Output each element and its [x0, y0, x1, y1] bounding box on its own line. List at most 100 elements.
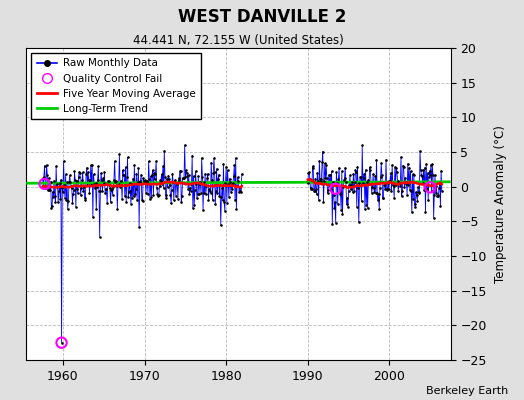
Point	[396, 182, 405, 189]
Point	[169, 179, 177, 185]
Point	[308, 186, 316, 192]
Point	[89, 214, 97, 220]
Point	[400, 184, 409, 190]
Point	[384, 180, 392, 186]
Point	[357, 174, 365, 180]
Point	[335, 165, 343, 171]
Point	[52, 163, 60, 170]
Point	[217, 194, 226, 200]
Point	[199, 207, 207, 213]
Point	[112, 178, 120, 184]
Point	[206, 190, 215, 196]
Point	[310, 188, 318, 194]
Point	[159, 185, 168, 191]
Point	[375, 206, 384, 212]
Point	[59, 158, 68, 165]
Point	[385, 178, 394, 184]
Point	[366, 167, 375, 174]
Point	[236, 188, 245, 194]
Point	[419, 166, 428, 173]
Point	[51, 199, 60, 206]
Point	[113, 205, 122, 212]
Point	[172, 192, 180, 199]
Point	[161, 192, 170, 198]
Point	[414, 190, 423, 196]
Point	[158, 181, 167, 188]
Point	[129, 176, 137, 182]
Point	[219, 161, 227, 168]
Point	[339, 184, 347, 190]
Point	[73, 186, 81, 192]
Point	[313, 170, 322, 176]
Point	[98, 188, 106, 194]
Point	[85, 190, 94, 196]
Point	[333, 180, 341, 186]
Point	[178, 193, 186, 200]
Point	[392, 165, 400, 171]
Point	[94, 163, 103, 169]
Point	[187, 180, 195, 187]
Point	[201, 171, 209, 177]
Point	[121, 193, 129, 199]
Point	[40, 173, 48, 180]
Point	[334, 201, 342, 207]
Point	[214, 172, 223, 178]
Point	[364, 205, 372, 211]
Point	[134, 178, 142, 185]
Point	[332, 220, 340, 226]
Point	[232, 206, 241, 212]
Point	[311, 176, 320, 182]
Point	[417, 167, 425, 173]
Point	[72, 203, 80, 210]
Point	[195, 179, 204, 185]
Point	[156, 177, 165, 184]
Point	[97, 170, 105, 176]
Point	[102, 186, 110, 192]
Point	[360, 171, 368, 177]
Point	[322, 162, 330, 168]
Point	[141, 190, 150, 196]
Point	[316, 176, 324, 182]
Point	[145, 158, 153, 164]
Y-axis label: Temperature Anomaly (°C): Temperature Anomaly (°C)	[494, 125, 507, 283]
Point	[116, 184, 124, 190]
Point	[203, 175, 211, 182]
Point	[236, 184, 244, 190]
Point	[320, 178, 329, 184]
Point	[163, 184, 172, 190]
Point	[355, 180, 364, 186]
Point	[66, 172, 74, 178]
Point	[188, 152, 196, 159]
Point	[209, 170, 217, 176]
Point	[110, 176, 118, 183]
Point	[77, 192, 85, 198]
Point	[435, 180, 444, 187]
Point	[339, 211, 347, 217]
Point	[39, 183, 47, 190]
Point	[423, 170, 432, 176]
Point	[211, 168, 219, 175]
Point	[234, 174, 242, 180]
Point	[49, 188, 57, 195]
Point	[230, 162, 238, 168]
Point	[56, 196, 64, 202]
Point	[47, 205, 56, 212]
Point	[427, 162, 435, 168]
Point	[40, 181, 49, 187]
Point	[198, 174, 206, 180]
Point	[151, 171, 160, 178]
Point	[310, 188, 319, 194]
Point	[223, 167, 232, 173]
Point	[155, 192, 163, 198]
Point	[62, 197, 71, 203]
Point	[391, 182, 400, 188]
Point	[38, 175, 47, 182]
Point	[421, 164, 429, 171]
Point	[430, 191, 439, 198]
Point	[403, 192, 411, 198]
Point	[351, 178, 359, 185]
Point	[325, 183, 334, 190]
Point	[219, 197, 227, 203]
Point	[312, 186, 320, 192]
Point	[359, 179, 367, 186]
